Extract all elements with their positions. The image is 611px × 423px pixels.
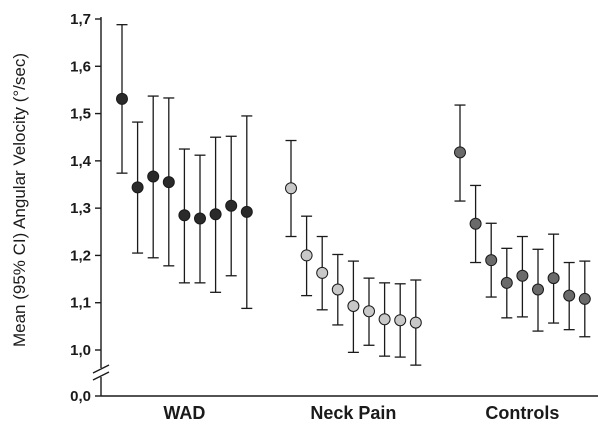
- group-label: Controls: [485, 403, 559, 423]
- data-point: [469, 217, 482, 230]
- group-label: Neck Pain: [310, 403, 396, 423]
- data-point: [316, 266, 329, 279]
- series-controls: [454, 104, 591, 338]
- y-tick-label: 1,0: [70, 342, 91, 359]
- y-tick-label: 1,1: [70, 295, 91, 312]
- y-tick-label: 1,7: [70, 11, 91, 28]
- data-point: [209, 208, 222, 221]
- data-point: [147, 170, 160, 183]
- data-point: [378, 313, 391, 326]
- axis-break-mark-lower: [92, 371, 110, 381]
- data-point: [485, 254, 498, 267]
- series: [116, 24, 591, 366]
- data-point: [331, 283, 344, 296]
- data-point: [116, 92, 128, 105]
- data-point: [532, 283, 544, 296]
- data-point: [363, 305, 375, 318]
- data-point: [547, 272, 560, 285]
- data-point: [394, 314, 407, 327]
- axes: [92, 17, 598, 397]
- y-ticks: 1,0 1,1 1,2 1,3 1,4 1,5 1,6 1,7 0,0: [70, 11, 101, 405]
- y-tick-label: 1,3: [70, 200, 91, 217]
- axis-break-mark-upper: [92, 364, 110, 374]
- y-tick-label: 1,5: [70, 106, 91, 123]
- y-axis-title: Mean (95% CI) Angular Velocity (°/sec): [10, 53, 29, 347]
- y-tick-label: 1,6: [70, 58, 91, 75]
- data-point: [409, 316, 422, 329]
- group-label: WAD: [163, 403, 205, 423]
- data-point: [578, 292, 591, 305]
- y-tick-label-zero: 0,0: [70, 388, 91, 405]
- y-tick-label: 1,4: [70, 153, 92, 170]
- data-point: [500, 276, 513, 289]
- series-neck-pain: [285, 139, 422, 366]
- data-point: [178, 209, 191, 222]
- data-point: [131, 181, 144, 194]
- data-point: [194, 212, 206, 225]
- data-point: [240, 205, 253, 218]
- data-point: [563, 289, 576, 302]
- data-point: [347, 300, 360, 313]
- y-tick-label: 1,2: [70, 247, 91, 264]
- data-point: [162, 176, 175, 189]
- data-point: [516, 269, 529, 282]
- data-point: [225, 199, 238, 212]
- data-point: [300, 249, 313, 262]
- data-point: [285, 182, 297, 195]
- group-labels: WAD Neck Pain Controls: [163, 403, 559, 423]
- series-wad: [116, 24, 253, 310]
- data-point: [454, 146, 466, 159]
